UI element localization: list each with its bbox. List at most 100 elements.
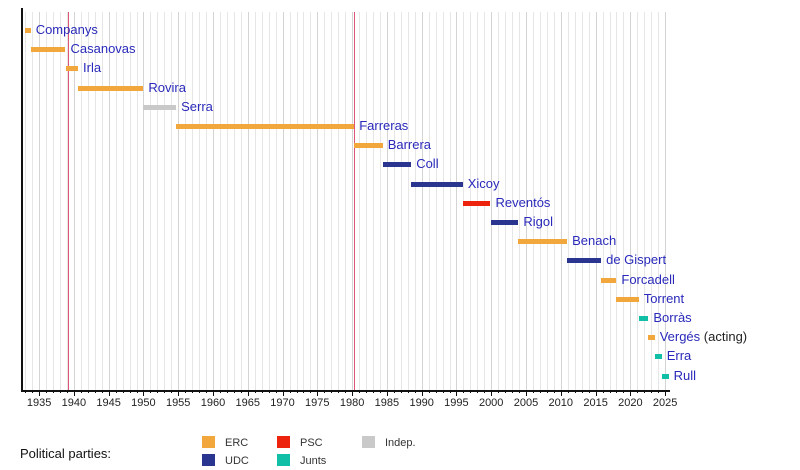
axis-tick-1940 (73, 390, 75, 396)
president-name[interactable]: Casanovas (70, 41, 136, 57)
president-name[interactable]: Serra (181, 98, 213, 114)
president-label[interactable]: Rovira (148, 79, 186, 95)
gridline-2001 (498, 12, 500, 390)
legend-swatch-ERC (202, 436, 215, 448)
gridline-1933 (25, 12, 27, 390)
gridline-1973 (303, 12, 305, 390)
legend-label-ERC: ERC (225, 437, 249, 449)
legend-swatch-UDC (202, 454, 215, 466)
president-label[interactable]: Reventós (495, 194, 551, 210)
gridline-1995 (456, 12, 458, 390)
gridline-2013 (581, 12, 583, 390)
president-name[interactable]: Rull (673, 367, 696, 383)
president-name[interactable]: Rovira (148, 79, 186, 95)
president-label[interactable]: Vergés (acting) (660, 330, 747, 344)
president-name[interactable]: Farreras (359, 118, 409, 133)
gridline-1985 (386, 12, 388, 390)
gridline-1955 (178, 12, 180, 390)
president-name[interactable]: Benach (572, 233, 617, 249)
gridline-1992 (435, 12, 437, 390)
president-label[interactable]: Casanovas (71, 42, 136, 56)
axis-tick-1955 (178, 390, 180, 396)
president-label[interactable]: Barrera (388, 138, 431, 152)
axis-tick-1950 (143, 390, 145, 396)
gridline-1969 (275, 12, 277, 390)
president-label[interactable]: Xicoy (467, 175, 500, 191)
president-label[interactable]: Companys (36, 23, 98, 37)
president-label[interactable]: Forcadell (621, 271, 675, 287)
president-label[interactable]: Serra (181, 98, 213, 114)
timeline-bar (462, 200, 491, 206)
gridline-1943 (94, 12, 96, 390)
gridline-1951 (150, 12, 152, 390)
president-name[interactable]: Companys (35, 22, 98, 37)
president-name[interactable]: de Gispert (606, 252, 667, 268)
president-label[interactable]: Coll (416, 157, 438, 171)
timeline-bar (638, 316, 649, 321)
gridline-1963 (233, 12, 235, 390)
president-name[interactable]: Vergés (659, 329, 701, 345)
gridline-1958 (199, 12, 201, 390)
axis-tick-label-1950: 1950 (131, 397, 156, 409)
axis-tick-label-2010: 2010 (548, 397, 574, 409)
axis-tick-label-2015: 2015 (583, 397, 608, 409)
president-label[interactable]: Farreras (359, 119, 408, 133)
gridline-1964 (240, 12, 242, 390)
gridline-1962 (226, 12, 228, 390)
axis-tick-2005 (526, 390, 527, 396)
y-axis-line (21, 8, 23, 392)
gridline-1935 (39, 12, 41, 390)
gridline-1940 (73, 12, 75, 390)
gridline-1981 (359, 12, 361, 390)
president-name[interactable]: Erra (666, 348, 692, 364)
axis-tick-label-1965: 1965 (235, 397, 261, 409)
president-name[interactable]: Reventós (495, 194, 551, 210)
president-label[interactable]: Irla (83, 61, 101, 75)
gridline-2003 (512, 12, 514, 390)
president-label[interactable]: Rull (673, 367, 696, 383)
gridline-2008 (546, 12, 548, 390)
president-name[interactable]: Irla (83, 60, 102, 76)
president-name[interactable]: Coll (416, 156, 439, 172)
president-label[interactable]: Rigol (523, 215, 553, 229)
president-label[interactable]: de Gispert (606, 253, 666, 267)
gridline-1953 (164, 12, 166, 390)
president-name[interactable]: Barrera (387, 137, 432, 153)
legend-label-Junts: Junts (300, 455, 327, 467)
timeline-bar (143, 104, 177, 110)
gridline-1939 (66, 12, 68, 390)
president-name[interactable]: Xicoy (467, 175, 500, 191)
president-label[interactable]: Benach (572, 234, 616, 248)
gridline-1989 (414, 12, 416, 390)
timeline-bar (176, 124, 355, 129)
axis-tick-label-2025: 2025 (652, 397, 678, 409)
gridline-2009 (553, 12, 555, 390)
gridline-1988 (407, 12, 409, 390)
gridline-1982 (366, 12, 367, 390)
president-name[interactable]: Forcadell (621, 271, 675, 287)
president-label[interactable]: Torrent (643, 290, 685, 306)
gridline-2015 (595, 12, 597, 390)
gridline-2017 (609, 12, 611, 390)
president-label[interactable]: Erra (667, 349, 692, 363)
axis-tick-1990 (421, 390, 423, 396)
gridline-1950 (143, 12, 145, 390)
gridline-1968 (268, 12, 270, 390)
timeline-bar (518, 239, 568, 245)
gridline-2024 (658, 12, 660, 390)
president-name[interactable]: Rigol (523, 214, 554, 229)
gridline-2000 (491, 12, 493, 390)
axis-tick-label-1960: 1960 (200, 397, 226, 409)
axis-tick-label-1975: 1975 (305, 397, 330, 409)
gridline-2019 (623, 12, 625, 390)
gridline-1987 (400, 12, 402, 390)
timeline-bar (30, 47, 66, 53)
gridline-2023 (651, 12, 653, 390)
president-label[interactable]: Borràs (653, 311, 691, 325)
president-name[interactable]: Torrent (643, 290, 685, 306)
axis-tick-label-1955: 1955 (165, 397, 191, 409)
gridline-1994 (449, 12, 451, 390)
timeline-bar (601, 277, 617, 283)
president-name[interactable]: Borràs (653, 310, 692, 325)
